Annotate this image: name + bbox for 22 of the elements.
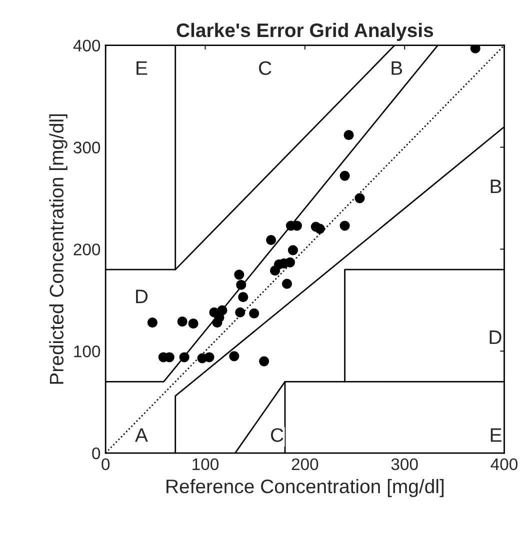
y-tick-label: 200 — [74, 244, 100, 256]
x-tick-label: 100 — [192, 458, 219, 470]
annotation: E — [136, 61, 148, 75]
annotation: C — [270, 428, 284, 442]
annotation: D — [136, 290, 148, 304]
y-tick-label: 300 — [74, 142, 100, 154]
annotation: B — [392, 61, 402, 75]
annotation: A — [135, 428, 148, 442]
x-tick-label: 0 — [102, 458, 110, 470]
annotation: B — [490, 180, 502, 194]
x-tick-label: 400 — [490, 458, 518, 470]
annotation: D — [490, 330, 502, 344]
y-tick-label: 100 — [74, 346, 100, 358]
annotation: E — [490, 428, 502, 442]
chart-title: Clarke's Error Grid Analysis — [176, 22, 434, 42]
y-axis-title: Predicted Concentration [mg/dl] — [49, 114, 68, 384]
x-tick-label: 300 — [391, 458, 418, 470]
annotation: C — [259, 61, 272, 75]
x-tick-label: 200 — [292, 458, 318, 470]
y-tick-label: 0 — [92, 447, 100, 460]
y-tick-label: 400 — [73, 40, 100, 52]
x-axis-title: Reference Concentration [mg/dl] — [166, 479, 444, 498]
